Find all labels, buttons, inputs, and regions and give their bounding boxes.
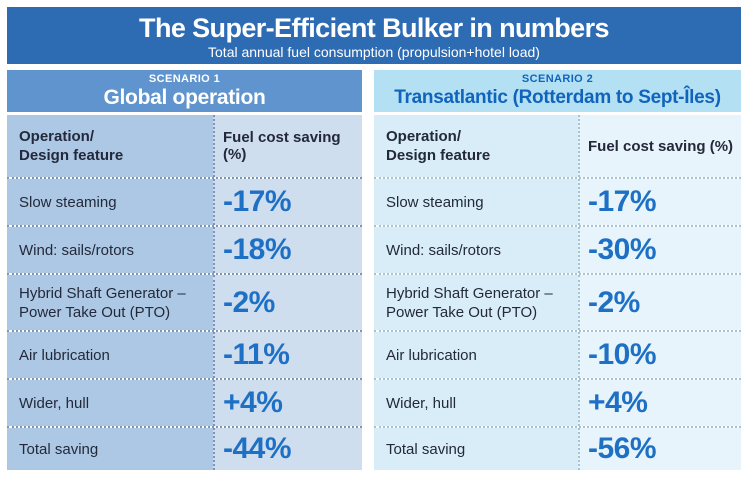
table-row: Hybrid Shaft Generator – Power Take Out …: [7, 273, 362, 330]
column-header-feature: Operation/ Design feature: [7, 115, 213, 177]
saving-value: -30%: [578, 227, 741, 273]
table-row-total: Total saving -44%: [7, 426, 362, 470]
saving-value: +4%: [213, 380, 362, 426]
scenario-1-title: Global operation: [103, 85, 266, 109]
scenario-1-label: SCENARIO 1: [148, 72, 221, 85]
feature-label: Slow steaming: [7, 179, 213, 225]
title-banner: The Super-Efficient Bulker in numbers To…: [7, 7, 741, 64]
feature-label: Total saving: [374, 428, 578, 470]
scenario-panels: SCENARIO 1 Global operation Operation/ D…: [7, 70, 741, 470]
table-row: Wider, hull +4%: [374, 378, 741, 426]
saving-value: +4%: [578, 380, 741, 426]
feature-label: Wider, hull: [7, 380, 213, 426]
table-row: Wind: sails/rotors -18%: [7, 225, 362, 273]
table-row: Wind: sails/rotors -30%: [374, 225, 741, 273]
table-row-total: Total saving -56%: [374, 426, 741, 470]
page-subtitle: Total annual fuel consumption (propulsio…: [208, 43, 540, 60]
table-row: Air lubrication -11%: [7, 330, 362, 378]
column-header-saving: Fuel cost saving (%): [213, 115, 362, 177]
feature-label: Wider, hull: [374, 380, 578, 426]
table-row: Slow steaming -17%: [7, 177, 362, 225]
saving-value: -17%: [578, 179, 741, 225]
page-title: The Super-Efficient Bulker in numbers: [139, 12, 609, 43]
column-header-row: Operation/ Design feature Fuel cost savi…: [374, 115, 741, 177]
feature-label: Hybrid Shaft Generator – Power Take Out …: [7, 275, 213, 330]
scenario-2-label: SCENARIO 2: [521, 72, 594, 85]
saving-value: -10%: [578, 332, 741, 378]
saving-value: -44%: [213, 428, 362, 470]
saving-value: -17%: [213, 179, 362, 225]
table-row: Wider, hull +4%: [7, 378, 362, 426]
saving-value: -2%: [578, 275, 741, 330]
column-header-row: Operation/ Design feature Fuel cost savi…: [7, 115, 362, 177]
feature-label: Wind: sails/rotors: [374, 227, 578, 273]
table-row: Slow steaming -17%: [374, 177, 741, 225]
table-row: Air lubrication -10%: [374, 330, 741, 378]
feature-label: Total saving: [7, 428, 213, 470]
saving-value: -11%: [213, 332, 362, 378]
feature-label: Hybrid Shaft Generator – Power Take Out …: [374, 275, 578, 330]
feature-label: Air lubrication: [7, 332, 213, 378]
saving-value: -2%: [213, 275, 362, 330]
panel-scenario-2: SCENARIO 2 Transatlantic (Rotterdam to S…: [374, 70, 741, 470]
feature-label: Slow steaming: [374, 179, 578, 225]
scenario-1-header: SCENARIO 1 Global operation: [7, 70, 362, 115]
column-header-feature: Operation/ Design feature: [374, 115, 578, 177]
table-row: Hybrid Shaft Generator – Power Take Out …: [374, 273, 741, 330]
panel-scenario-1: SCENARIO 1 Global operation Operation/ D…: [7, 70, 362, 470]
scenario-2-title: Transatlantic (Rotterdam to Sept-Îles): [394, 86, 721, 108]
saving-value: -56%: [578, 428, 741, 470]
scenario-2-header: SCENARIO 2 Transatlantic (Rotterdam to S…: [374, 70, 741, 115]
column-header-saving: Fuel cost saving (%): [578, 115, 741, 177]
saving-value: -18%: [213, 227, 362, 273]
feature-label: Wind: sails/rotors: [7, 227, 213, 273]
feature-label: Air lubrication: [374, 332, 578, 378]
